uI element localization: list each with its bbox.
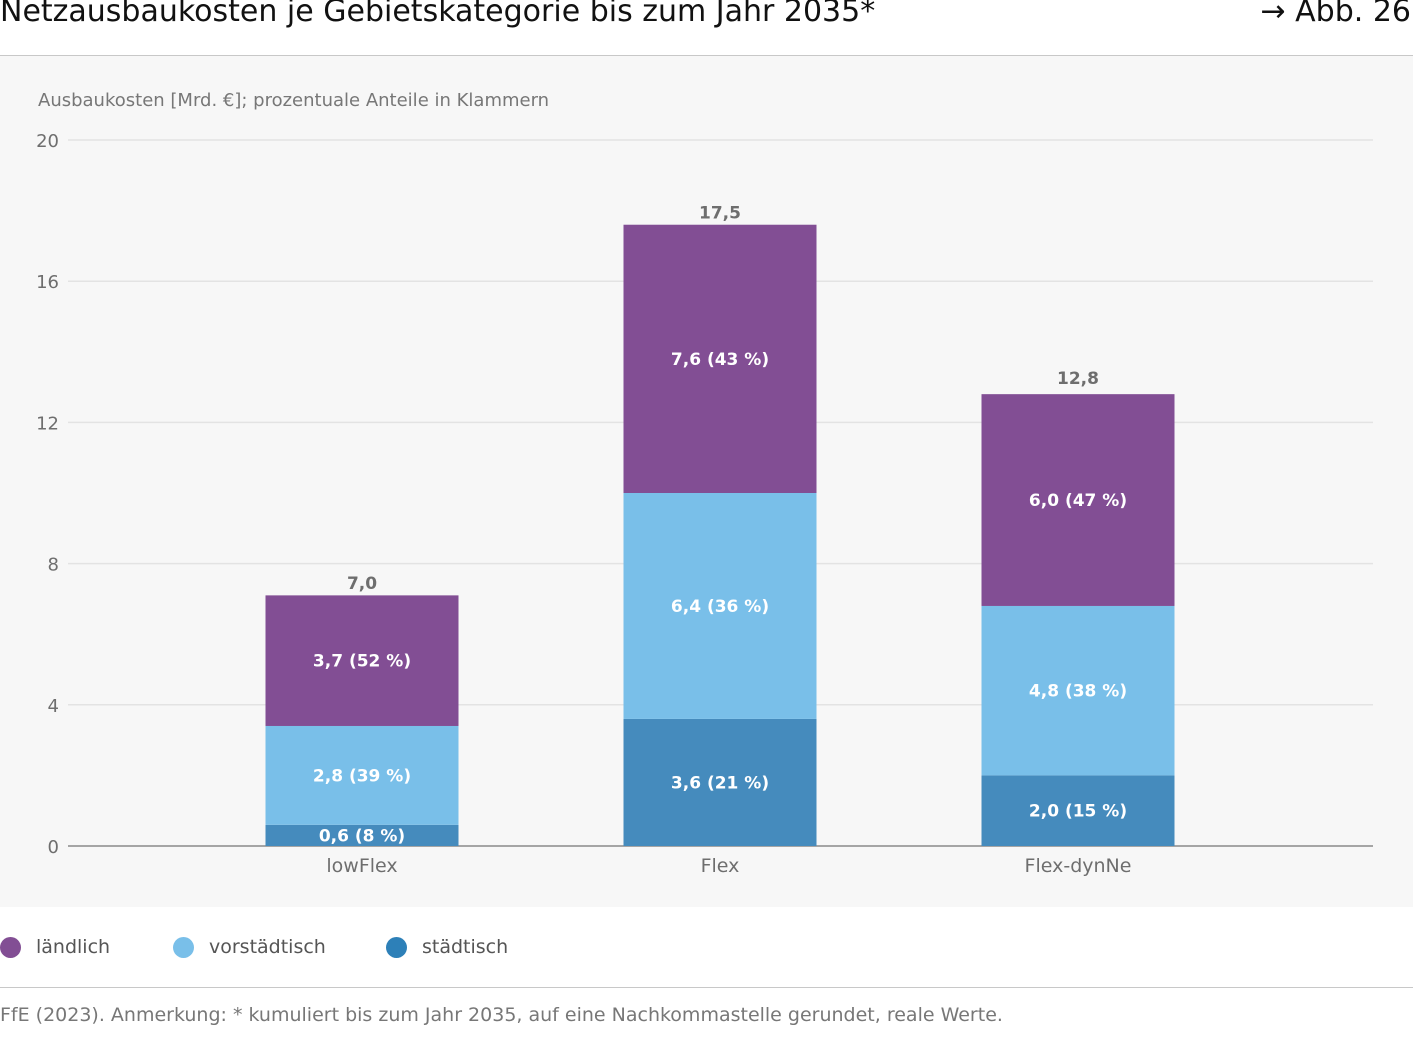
y-axis-title: Ausbaukosten [Mrd. €]; prozentuale Antei…: [38, 90, 549, 111]
bar-segment: [981, 605, 1175, 776]
legend-label: vorstädtisch: [209, 936, 326, 958]
data-label: 7,6 (43 %): [671, 350, 769, 370]
legend-item-laendlich[interactable]: ländlich: [0, 936, 110, 958]
chart-header: Netzausbaukosten je Gebietskategorie bis…: [0, 0, 1413, 55]
legend-label: städtisch: [422, 936, 509, 958]
legend-dot-icon: [173, 936, 194, 958]
bar-segment: [265, 824, 459, 846]
x-tick-label: Flex-dynNe: [1025, 855, 1132, 877]
y-tick-label: 16: [36, 272, 59, 293]
legend-item-vorstaedtisch[interactable]: vorstädtisch: [173, 936, 326, 958]
bar-segment: [265, 725, 459, 825]
legend-item-staedtisch[interactable]: städtisch: [386, 936, 508, 958]
header-divider: [0, 55, 1413, 56]
x-tick-label: Flex: [701, 855, 740, 877]
chart-title: Netzausbaukosten je Gebietskategorie bis…: [0, 0, 876, 29]
bar-segment: [623, 718, 817, 846]
x-tick-label: lowFlex: [326, 855, 397, 877]
data-label: 2,8 (39 %): [313, 766, 411, 786]
y-tick-label: 0: [48, 837, 59, 858]
bar-segment: [623, 224, 817, 493]
data-label: 3,7 (52 %): [313, 652, 411, 672]
stacked-bar-chart: Ausbaukosten [Mrd. €]; prozentuale Antei…: [36, 90, 1373, 877]
data-label: 6,0 (47 %): [1029, 491, 1127, 511]
bar-segment: [981, 394, 1175, 606]
legend-dot-icon: [0, 936, 21, 958]
y-tick-label: 8: [48, 555, 59, 576]
total-label: 12,8: [1057, 369, 1099, 389]
data-label: 3,6 (21 %): [671, 773, 769, 793]
y-tick-label: 4: [48, 696, 59, 717]
data-label: 6,4 (36 %): [671, 597, 769, 617]
data-label: 2,0 (15 %): [1029, 802, 1127, 822]
footer-divider: [0, 987, 1413, 988]
total-label: 17,5: [699, 203, 741, 223]
x-tick-labels: lowFlex Flex Flex-dynNe: [326, 855, 1131, 877]
bar-stacks: 0,6 (8 %) 2,8 (39 %) 3,7 (52 %) 7,0 3,6 (21 …: [265, 203, 1175, 846]
figure-reference-link[interactable]: → Abb. 26: [1260, 0, 1411, 29]
source-note: FfE (2023). Anmerkung: * kumuliert bis z…: [0, 1004, 1003, 1026]
legend-label: ländlich: [36, 936, 111, 958]
y-tick-label: 20: [36, 131, 59, 152]
y-tick-labels: 0 4 8 12 16 20: [36, 131, 59, 858]
data-label: 0,6 (8 %): [319, 826, 405, 846]
data-label: 4,8 (38 %): [1029, 682, 1127, 702]
y-tick-label: 12: [36, 413, 59, 434]
bar-segment: [981, 775, 1175, 846]
legend-dot-icon: [386, 936, 407, 958]
bar-segment: [265, 595, 459, 726]
total-label: 7,0: [347, 574, 377, 594]
bar-segment: [623, 493, 817, 719]
